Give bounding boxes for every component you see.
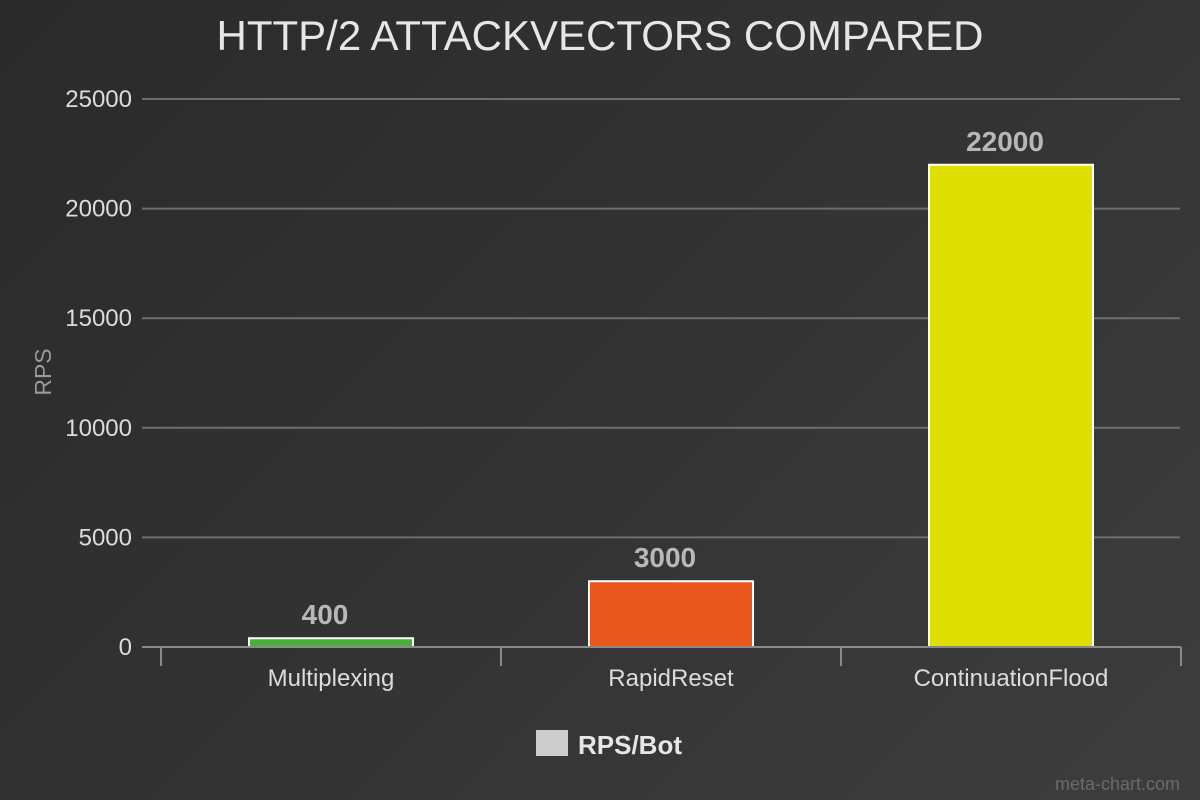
category-label: ContinuationFlood [914, 665, 1109, 692]
legend-label: RPS/Bot [578, 730, 682, 760]
y-tick-label: 20000 [65, 196, 132, 223]
bar-multiplexing[interactable] [248, 637, 414, 648]
data-labels: 400 3000 22000 [302, 126, 1044, 630]
legend-swatch [536, 730, 568, 756]
data-label: 22000 [966, 126, 1044, 157]
data-label: 3000 [634, 542, 696, 573]
watermark: meta-chart.com [1055, 774, 1180, 794]
data-label: 400 [302, 599, 349, 630]
bar-continuationflood[interactable] [928, 163, 1094, 648]
legend[interactable]: RPS/Bot [536, 730, 682, 760]
chart-title: HTTP/2 ATTACKVECTORS COMPARED [217, 12, 984, 59]
y-axis-ticks: 0 5000 10000 15000 20000 25000 [65, 86, 132, 661]
bars [248, 163, 1094, 648]
y-tick-label: 10000 [65, 415, 132, 442]
y-axis-label: RPS [30, 348, 56, 395]
x-axis: Multiplexing RapidReset ContinuationFlood [142, 646, 1182, 692]
y-tick-label: 0 [119, 634, 132, 661]
category-label: Multiplexing [268, 665, 395, 692]
bar-rapidreset[interactable] [588, 580, 754, 648]
y-tick-label: 25000 [65, 86, 132, 113]
category-label: RapidReset [608, 665, 734, 692]
y-tick-label: 5000 [79, 524, 132, 551]
y-tick-label: 15000 [65, 305, 132, 332]
